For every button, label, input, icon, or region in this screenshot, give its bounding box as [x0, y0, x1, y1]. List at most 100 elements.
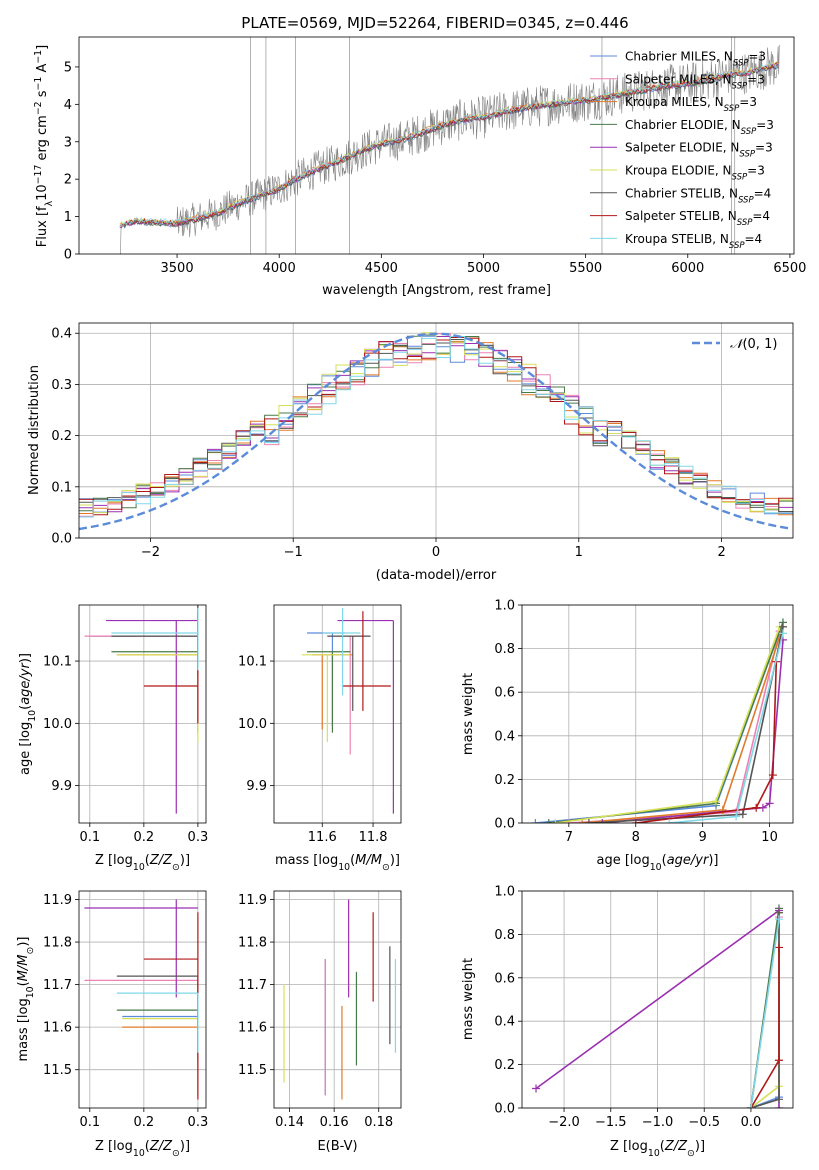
plus-marker	[774, 943, 783, 952]
legend-entry: Kroupa ELODIE, NSSP=3	[625, 164, 765, 183]
plus-marker	[551, 819, 560, 823]
plus-marker	[598, 819, 607, 823]
normal-curve	[79, 332, 791, 531]
x-tick-label: 6000	[671, 261, 704, 276]
y-tick-label: 1.0	[494, 885, 515, 900]
plus-marker	[774, 1104, 783, 1108]
x-tick-label: 0.0	[741, 1115, 762, 1130]
mass-weight-series	[746, 915, 783, 1108]
legend-entry: Chabrier MILES, NSSP=3	[625, 50, 766, 69]
x-axis-label: (data-model)/error	[376, 568, 497, 583]
series-line	[750, 919, 780, 1108]
mass-weight-series	[631, 657, 781, 823]
axes-age_vs_Z: 0.1 0.2 0.3 9.9 10.0 10.1 Z [log10(Z/Z⊙)] age […	[18, 604, 208, 873]
y-tick-label: 2	[64, 173, 72, 188]
x-axis-label: Z [log10(Z/Z⊙)]	[95, 1139, 190, 1159]
axes-age_vs_mass: 11.6 11.8 9.9 10.0 10.1 mass [log10(M/M⊙)]	[238, 604, 402, 873]
plot-area-mass_vs_ebv	[283, 899, 397, 1100]
y-tick-label: 0.0	[494, 1102, 515, 1117]
legend-entry: Kroupa MILES, NSSP=3	[625, 95, 757, 114]
series-line	[635, 661, 778, 823]
legend-entry: Kroupa STELIB, NSSP=4	[625, 232, 762, 251]
axes-frame	[273, 890, 402, 1109]
y-tick-label: 0.3	[51, 378, 72, 393]
plus-marker	[732, 812, 741, 821]
y-tick-label: 0.4	[494, 729, 515, 744]
x-tick-label: 5000	[467, 261, 500, 276]
plot-area-age_vs_mass	[301, 608, 394, 814]
y-tick-label: 11.8	[238, 936, 267, 951]
axes-residual_histogram: −2 −1 0 1 2 0.0 0.1 0.2 0.3 0.4 𝒩(0, 1) (data-model…	[27, 322, 794, 583]
x-tick-label: 0	[432, 545, 440, 560]
x-tick-label: 0.16	[320, 1115, 349, 1130]
legend: Chabrier MILES, NSSP=3 Salpeter MILES, NS…	[590, 50, 774, 251]
x-tick-label: 8	[632, 830, 640, 845]
x-axis-label: E(B-V)	[317, 1139, 357, 1154]
errorbar-point	[337, 619, 394, 814]
errorbar-point	[84, 899, 198, 998]
x-tick-label: 9	[699, 830, 707, 845]
axes-frame	[78, 890, 207, 1109]
errorbar-point	[116, 992, 199, 1053]
plot-area-massweight_vs_Z	[532, 904, 783, 1108]
y-axis-label: Flux [fλ10−17 erg cm−2 s−1 A−1]	[33, 45, 55, 247]
y-tick-label: 0.0	[494, 817, 515, 832]
y-tick-label: 9.9	[246, 779, 267, 794]
x-axis-label: Z [log10(Z/Z⊙)]	[610, 1139, 705, 1159]
x-tick-label: 6500	[773, 261, 806, 276]
y-axis-label: mass weight	[461, 958, 476, 1040]
x-tick-label: 11.6	[308, 830, 337, 845]
x-tick-label: 1	[575, 545, 583, 560]
x-tick-label: 4500	[365, 261, 398, 276]
y-tick-label: 10.1	[238, 655, 267, 670]
x-tick-label: 0.18	[364, 1115, 393, 1130]
mass-weight-series	[584, 622, 787, 823]
x-tick-label: 0.2	[134, 830, 155, 845]
x-tick-label: 11.8	[359, 830, 388, 845]
x-tick-label: 0.1	[79, 830, 100, 845]
x-tick-label: 2	[717, 545, 725, 560]
model-spectrum-line	[119, 62, 779, 227]
y-tick-label: 0.2	[494, 773, 515, 788]
y-tick-label: 0.6	[494, 686, 515, 701]
x-tick-label: 10	[761, 830, 778, 845]
model-spectrum-line	[119, 62, 779, 227]
y-tick-label: 11.9	[43, 893, 72, 908]
y-tick-label: 11.9	[238, 893, 267, 908]
y-tick-label: 11.7	[238, 978, 267, 993]
axes-frame	[78, 36, 795, 255]
y-tick-label: 11.5	[238, 1063, 267, 1078]
plot-area-massweight_vs_age	[531, 618, 787, 823]
plot-area-age_vs_Z	[84, 605, 199, 814]
x-tick-label: −1	[284, 545, 303, 560]
y-tick-label: 0.8	[494, 642, 515, 657]
legend-entry: 𝒩(0, 1)	[730, 337, 777, 352]
y-tick-label: 0.1	[51, 480, 72, 495]
y-axis-label: age [log10(age/yr)]	[18, 653, 38, 775]
mass-weight-series	[665, 629, 787, 823]
legend-entry: Salpeter ELODIE, NSSP=3	[625, 141, 773, 160]
plot-area-residual_histogram	[79, 332, 793, 531]
y-tick-label: 3	[64, 135, 72, 150]
charts-layer: 3500 4000 4500 5000 5500 6000 6500 0 1 2 3 4 5 wavele…	[16, 36, 806, 1159]
y-tick-label: 0.8	[494, 928, 515, 943]
histogram-step-series	[79, 336, 793, 518]
axes-massweight_vs_Z: −2.0 −1.5 −1.0 −0.5 0.0 0.0 0.2 0.4 0.6 0.8 1.0 Z […	[461, 885, 794, 1159]
plus-marker	[774, 915, 783, 924]
axes-massweight_vs_age: 7 8 9 10 0.0 0.2 0.4 0.6 0.8 1.0 age [log10(age/yr…	[461, 599, 794, 873]
x-tick-label: 5500	[569, 261, 602, 276]
plus-marker	[578, 819, 587, 823]
x-tick-label: 3500	[161, 261, 194, 276]
legend-entry: Salpeter STELIB, NSSP=4	[625, 209, 770, 228]
y-axis-label: mass [log10(M/M⊙)]	[16, 937, 36, 1062]
x-tick-label: −1.0	[642, 1115, 674, 1130]
x-tick-label: 0.14	[275, 1115, 304, 1130]
y-tick-label: 0.4	[51, 327, 72, 342]
axes-spectrum: 3500 4000 4500 5000 5500 6000 6500 0 1 2 3 4 5 wavele…	[33, 36, 806, 298]
x-axis-label: wavelength [Angstrom, rest frame]	[322, 283, 551, 298]
plus-marker	[738, 810, 747, 819]
axes-mass_vs_ebv: 0.14 0.16 0.18 11.5 11.6 11.7 11.8 11.9 E(B-V)	[238, 890, 402, 1154]
errorbar-point	[342, 611, 391, 711]
series-line	[602, 639, 784, 823]
